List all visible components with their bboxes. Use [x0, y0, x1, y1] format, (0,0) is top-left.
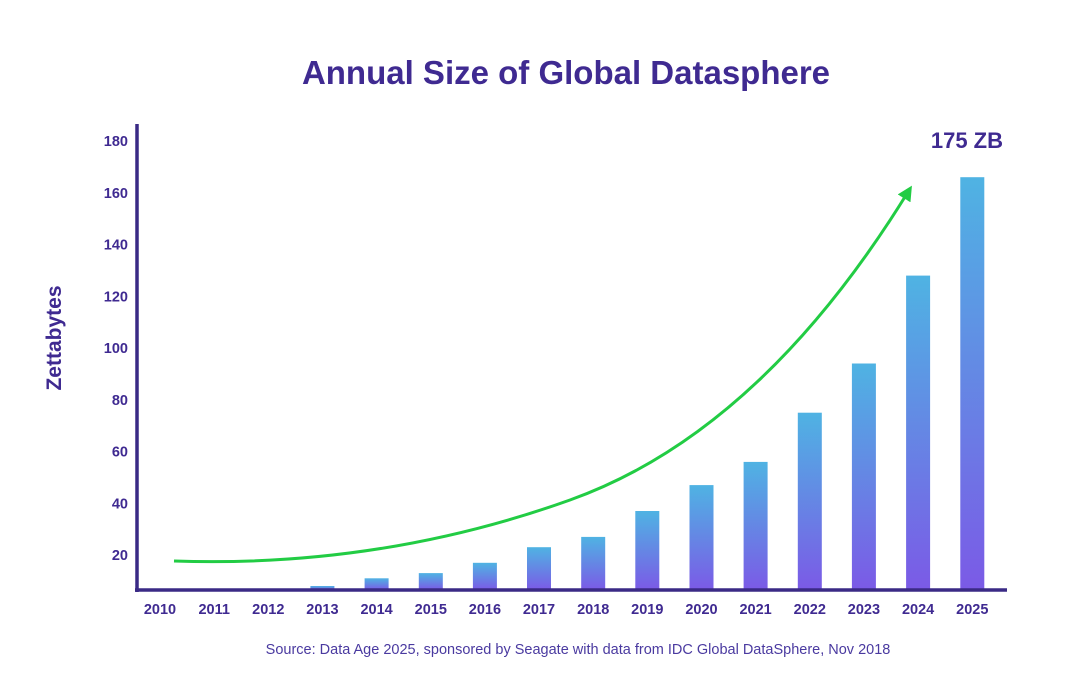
growth-trend-arrow [173, 185, 912, 564]
y-tick-label: 20 [112, 548, 128, 564]
bar-2022 [797, 412, 822, 590]
x-tick-label: 2021 [739, 602, 771, 618]
y-tick-label: 180 [104, 134, 128, 150]
bar-2020 [689, 485, 714, 590]
bar-2021 [743, 461, 768, 590]
y-tick-label: 140 [104, 238, 128, 254]
x-tick-label: 2025 [956, 602, 988, 618]
x-tick-label: 2014 [360, 602, 392, 618]
y-tick-label: 60 [112, 445, 128, 461]
bar-2024 [906, 275, 931, 590]
y-ticks-group: 20 40 60 80 100 120 140 160 180 [104, 134, 128, 564]
x-tick-label: 2023 [848, 602, 880, 618]
y-tick-label: 100 [104, 341, 128, 357]
x-tick-label: 2013 [306, 602, 338, 618]
x-tick-label: 2010 [144, 602, 176, 618]
bar-2015 [418, 573, 443, 590]
x-tick-label: 2019 [631, 602, 663, 618]
source-note: Source: Data Age 2025, sponsored by Seag… [265, 642, 891, 658]
y-tick-label: 160 [104, 186, 128, 202]
x-tick-label: 2012 [252, 602, 284, 618]
bar-2016 [472, 562, 497, 590]
y-tick-label: 80 [112, 393, 128, 409]
bar-2019 [635, 511, 660, 590]
chart-title: Annual Size of Global Datasphere [301, 54, 831, 91]
x-tick-label: 2018 [577, 602, 609, 618]
bar-2018 [581, 536, 606, 590]
x-tick-label: 2017 [523, 602, 555, 618]
bar-2014 [364, 578, 389, 590]
x-tick-label: 2016 [469, 602, 501, 618]
x-tick-label: 2024 [902, 602, 934, 618]
y-tick-label: 120 [104, 289, 128, 305]
x-tick-label: 2011 [198, 602, 229, 618]
x-tick-label: 2015 [415, 602, 447, 618]
peak-annotation: 175 ZB [931, 128, 1003, 153]
y-tick-label: 40 [112, 496, 128, 512]
bar-2025 [960, 177, 985, 590]
bars-group [310, 177, 985, 590]
bar-2017 [527, 547, 551, 590]
x-tick-label: 2022 [794, 602, 826, 618]
x-tick-label: 2020 [685, 602, 717, 618]
bar-2013 [310, 586, 335, 590]
x-ticks-group: 2010 2011 2012 2013 2014 2015 2016 2017 2018 2019… [144, 602, 989, 618]
bar-2023 [851, 363, 876, 590]
